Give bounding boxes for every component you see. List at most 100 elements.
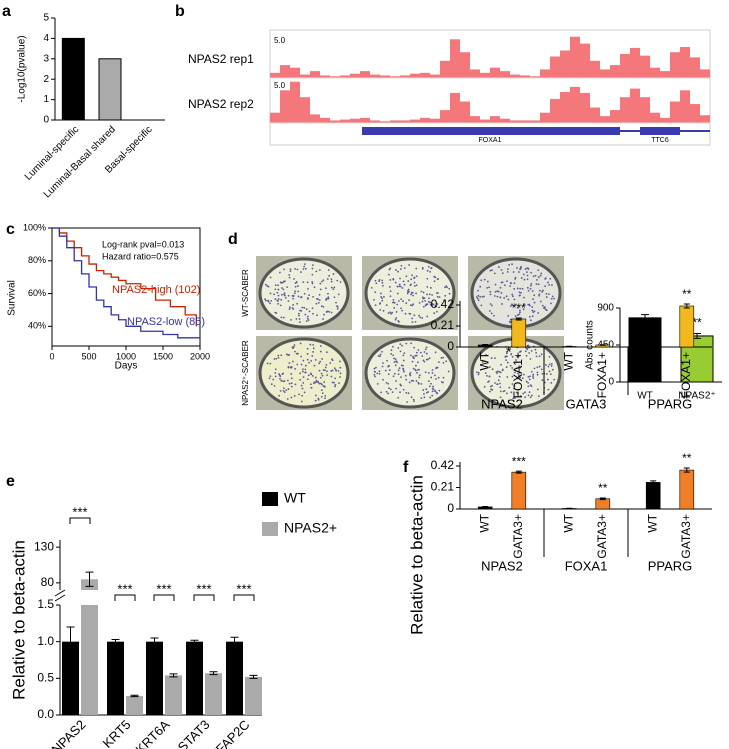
colony-dot bbox=[280, 379, 283, 382]
colony-dot bbox=[541, 379, 544, 382]
coverage-bin bbox=[320, 117, 330, 123]
colony-dot bbox=[339, 376, 341, 378]
bar bbox=[245, 676, 262, 715]
colony-dot bbox=[322, 318, 324, 321]
colony-dot bbox=[438, 389, 441, 392]
colony-dot bbox=[401, 364, 404, 367]
colony-dot bbox=[431, 390, 434, 393]
colony-dot bbox=[520, 265, 523, 268]
coverage-bin bbox=[410, 119, 420, 123]
colony-dot bbox=[415, 354, 418, 357]
coverage-bin bbox=[550, 56, 560, 78]
colony-dot bbox=[437, 277, 440, 280]
colony-dot bbox=[508, 386, 511, 389]
panel-label: c bbox=[6, 221, 15, 238]
y-tick-label: 0.42 bbox=[431, 458, 455, 472]
colony-dot bbox=[413, 276, 416, 279]
colony-dot bbox=[279, 389, 282, 392]
colony-dot bbox=[486, 374, 488, 377]
colony-dot bbox=[553, 297, 555, 300]
colony-dot bbox=[489, 290, 492, 293]
coverage-bin bbox=[570, 86, 580, 123]
colony-dot bbox=[272, 378, 275, 381]
colony-dot bbox=[373, 373, 376, 376]
error-bar bbox=[599, 497, 606, 501]
colony-dot bbox=[387, 382, 390, 385]
colony-dot bbox=[379, 353, 382, 356]
colony-dot bbox=[520, 291, 522, 294]
x-tick-label: NPAS2⁺ bbox=[678, 391, 715, 402]
colony-dot bbox=[381, 281, 384, 284]
colony-dot bbox=[536, 366, 539, 369]
colony-dot bbox=[290, 373, 293, 375]
colony-dot bbox=[530, 349, 533, 352]
colony-dot bbox=[283, 293, 285, 296]
colony-dot bbox=[324, 369, 326, 372]
colony-dot bbox=[339, 281, 342, 283]
colony-dot bbox=[498, 371, 501, 373]
colony-dot bbox=[440, 357, 443, 359]
colony-dot bbox=[379, 292, 382, 295]
colony-dot bbox=[308, 361, 310, 364]
colony-dot bbox=[301, 387, 304, 390]
x-tick-label: FOXA1+ bbox=[595, 352, 609, 398]
colony-dot bbox=[515, 359, 517, 361]
colony-dot bbox=[392, 301, 395, 304]
colony-dot bbox=[275, 357, 278, 360]
colony-dot bbox=[287, 366, 290, 369]
colony-dot bbox=[517, 372, 519, 375]
coverage-bin bbox=[650, 112, 660, 123]
colony-dot bbox=[446, 286, 448, 289]
colony-dot bbox=[287, 300, 290, 302]
colony-dot bbox=[433, 312, 436, 315]
colony-dot bbox=[313, 364, 316, 367]
bracket bbox=[153, 594, 175, 601]
gene-name: FOXA1 bbox=[479, 137, 502, 144]
colony-dot bbox=[548, 293, 550, 295]
colony-dot bbox=[378, 302, 381, 305]
colony-dot bbox=[409, 354, 412, 357]
colony-dot bbox=[317, 301, 320, 304]
colony-dot bbox=[304, 364, 307, 367]
colony-dot bbox=[444, 294, 447, 297]
colony-dot bbox=[433, 374, 436, 377]
colony-dot bbox=[518, 376, 521, 379]
colony-dot bbox=[524, 391, 526, 394]
coverage-bin bbox=[490, 67, 500, 78]
colony-dot bbox=[314, 376, 317, 379]
colony-dot bbox=[285, 389, 288, 392]
colony-dot bbox=[419, 316, 422, 319]
colony-dot bbox=[327, 296, 330, 299]
y-tick-label: 60% bbox=[28, 288, 46, 298]
colony-dot bbox=[479, 285, 482, 288]
bar bbox=[205, 673, 222, 715]
axis-break bbox=[54, 589, 66, 602]
colony-dot bbox=[483, 295, 485, 298]
colony-dot bbox=[395, 311, 398, 313]
colony-dot bbox=[309, 383, 312, 386]
colony-dot bbox=[415, 351, 418, 354]
x-tick-label: 0 bbox=[49, 351, 54, 361]
colony-dot bbox=[294, 350, 296, 353]
colony-dot bbox=[426, 277, 429, 280]
colony-dot bbox=[551, 284, 553, 286]
colony-dot bbox=[317, 398, 320, 401]
colony-dot bbox=[476, 297, 479, 300]
colony-dot bbox=[528, 378, 531, 381]
colony-dot bbox=[519, 287, 522, 290]
colony-dot bbox=[499, 386, 502, 389]
colony-dot bbox=[288, 276, 291, 279]
colony-dot bbox=[425, 303, 428, 306]
y-tick-label: 2 bbox=[43, 74, 49, 85]
colony-dot bbox=[406, 401, 408, 403]
colony-dot bbox=[515, 361, 518, 364]
significance: ** bbox=[598, 481, 608, 495]
colony-dot bbox=[318, 382, 321, 385]
legend-swatch bbox=[262, 522, 278, 536]
colony-dot bbox=[530, 385, 533, 388]
colony-dot bbox=[388, 268, 391, 271]
colony-dot bbox=[339, 372, 342, 375]
colony-dot bbox=[425, 358, 428, 361]
coverage-bin bbox=[700, 115, 710, 123]
colony-dot bbox=[387, 365, 390, 368]
